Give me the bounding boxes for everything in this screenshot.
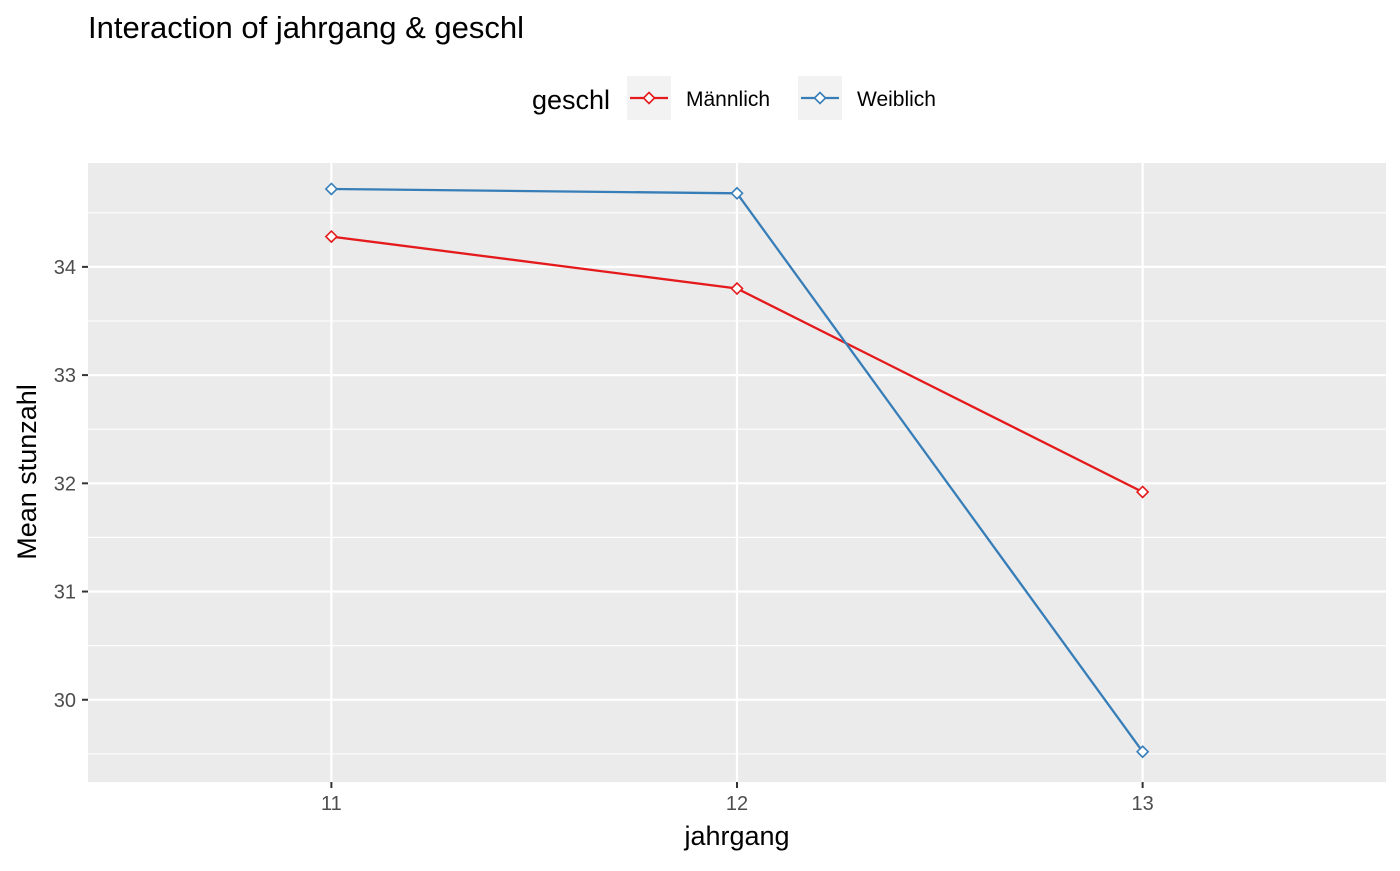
series-1-point xyxy=(1135,485,1150,499)
series-2-point xyxy=(730,186,744,200)
legend-label: Männlich xyxy=(686,88,770,111)
legend-key-marker xyxy=(642,91,656,105)
series-2-point xyxy=(324,182,339,196)
y-tick-label: 33 xyxy=(54,365,76,387)
y-tick-label: 32 xyxy=(54,473,76,495)
axis-layer: 30 31 32 33 34 11 12 13 xyxy=(54,257,1154,815)
y-axis-title: Mean stunzahl xyxy=(12,384,42,560)
legend-key-marker xyxy=(813,91,827,105)
legend-title: geschl xyxy=(532,85,610,115)
y-tick-label: 30 xyxy=(54,690,76,712)
grid-layer xyxy=(88,163,1386,782)
series-layer xyxy=(324,182,1150,759)
x-tick-label: 11 xyxy=(321,793,342,815)
chart-title: Interaction of jahrgang & geschl xyxy=(88,10,524,45)
x-axis-title: jahrgang xyxy=(683,821,789,851)
legend-label: Weiblich xyxy=(857,88,936,111)
legend: Männlich Weiblich xyxy=(627,76,936,120)
x-tick-label: 13 xyxy=(1132,793,1154,815)
x-tick-label: 12 xyxy=(726,793,748,815)
series-1-point xyxy=(730,281,744,296)
y-tick-label: 34 xyxy=(54,257,76,279)
series-1-point xyxy=(324,229,339,244)
series-2-point xyxy=(1135,745,1150,759)
y-tick-label: 31 xyxy=(54,582,76,604)
